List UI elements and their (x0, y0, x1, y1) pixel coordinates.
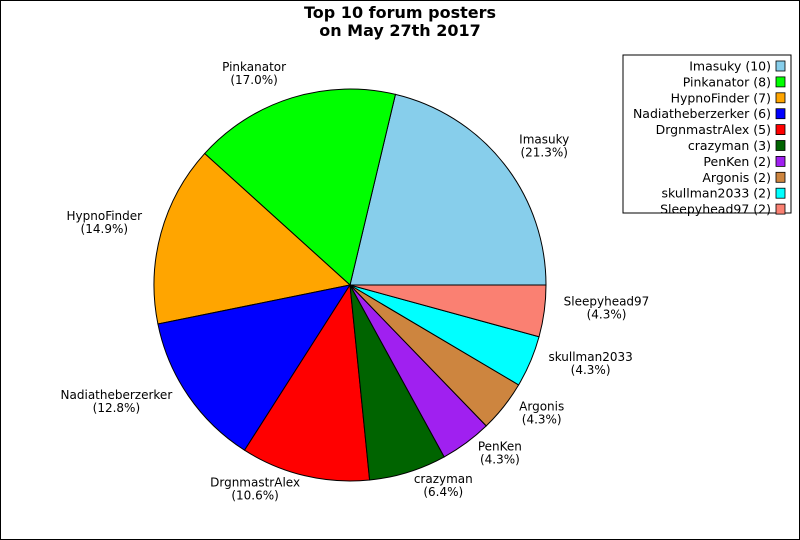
slice-label-pinkanator: Pinkanator (17.0%) (222, 60, 286, 87)
slice-label-crazyman: crazyman (6.4%) (414, 472, 473, 499)
legend-entry-skullman2033: skullman2033 (2) (662, 186, 772, 201)
legend-entry-nadiatheberzerker: Nadiatheberzerker (6) (633, 106, 771, 121)
legend-entry-imasuky: Imasuky (10) (689, 59, 771, 74)
legend-swatch-pinkanator (775, 76, 786, 88)
legend-swatch-sleepyhead97 (775, 203, 786, 215)
legend-swatch-crazyman (775, 140, 786, 151)
slice-label-argonis: Argonis (4.3%) (519, 400, 564, 427)
legend-entry-penken: PenKen (2) (703, 154, 771, 169)
slice-label-sleepyhead97: Sleepyhead97 (4.3%) (564, 295, 650, 322)
legend-swatch-drgnmastralex (775, 124, 786, 135)
legend-swatch-penken (775, 155, 786, 167)
pie-slice-hypnofinder (153, 152, 352, 325)
legend: Imasuky (10)Pinkanator (8)HypnoFinder (7… (622, 54, 792, 217)
legend-entry-drgnmastralex: DrgnmastrAlex (5) (656, 122, 771, 137)
slice-label-imasuky: Imasuky (21.3%) (519, 132, 569, 159)
pie-slice-drgnmastralex (243, 283, 371, 482)
chart-title-line-2: on May 27th 2017 (319, 21, 481, 40)
legend-entry-pinkanator: Pinkanator (8) (683, 74, 771, 89)
legend-entry-hypnofinder: HypnoFinder (7) (671, 90, 771, 105)
legend-swatch-hypnofinder (775, 92, 786, 104)
slice-label-nadiatheberzerker: Nadiatheberzerker (12.8%) (61, 388, 173, 415)
legend-box (622, 54, 792, 214)
slice-labels: Imasuky (21.3%) Pinkanator (17.0%) HypnoFind… (61, 60, 650, 503)
legend-entry-crazyman: crazyman (3) (688, 138, 771, 153)
pie-slice-pinkanator (203, 88, 397, 286)
legend-swatch-imasuky (775, 60, 786, 72)
pie-slice-imasuky (349, 93, 547, 286)
legend-entry-argonis: Argonis (2) (702, 170, 771, 185)
legend-swatch-nadiatheberzerker (775, 108, 786, 120)
legend-entry-sleepyhead97: Sleepyhead97 (2) (660, 202, 771, 217)
slice-label-penken: PenKen (4.3%) (478, 440, 522, 467)
legend-swatch-skullman2033 (775, 187, 786, 199)
slice-label-hypnofinder: HypnoFinder (14.9%) (67, 209, 143, 236)
pie-slices (153, 88, 547, 482)
pie-slice-nadiatheberzerker (157, 284, 352, 451)
pie-slice-sleepyhead97 (349, 284, 547, 338)
chart-title-line-1: Top 10 forum posters (304, 3, 496, 22)
slice-label-skullman2033: skullman2033 (4.3%) (548, 350, 632, 377)
slice-label-drgnmastralex: DrgnmastrAlex (10.6%) (210, 476, 300, 503)
legend-swatch-argonis (775, 171, 786, 183)
